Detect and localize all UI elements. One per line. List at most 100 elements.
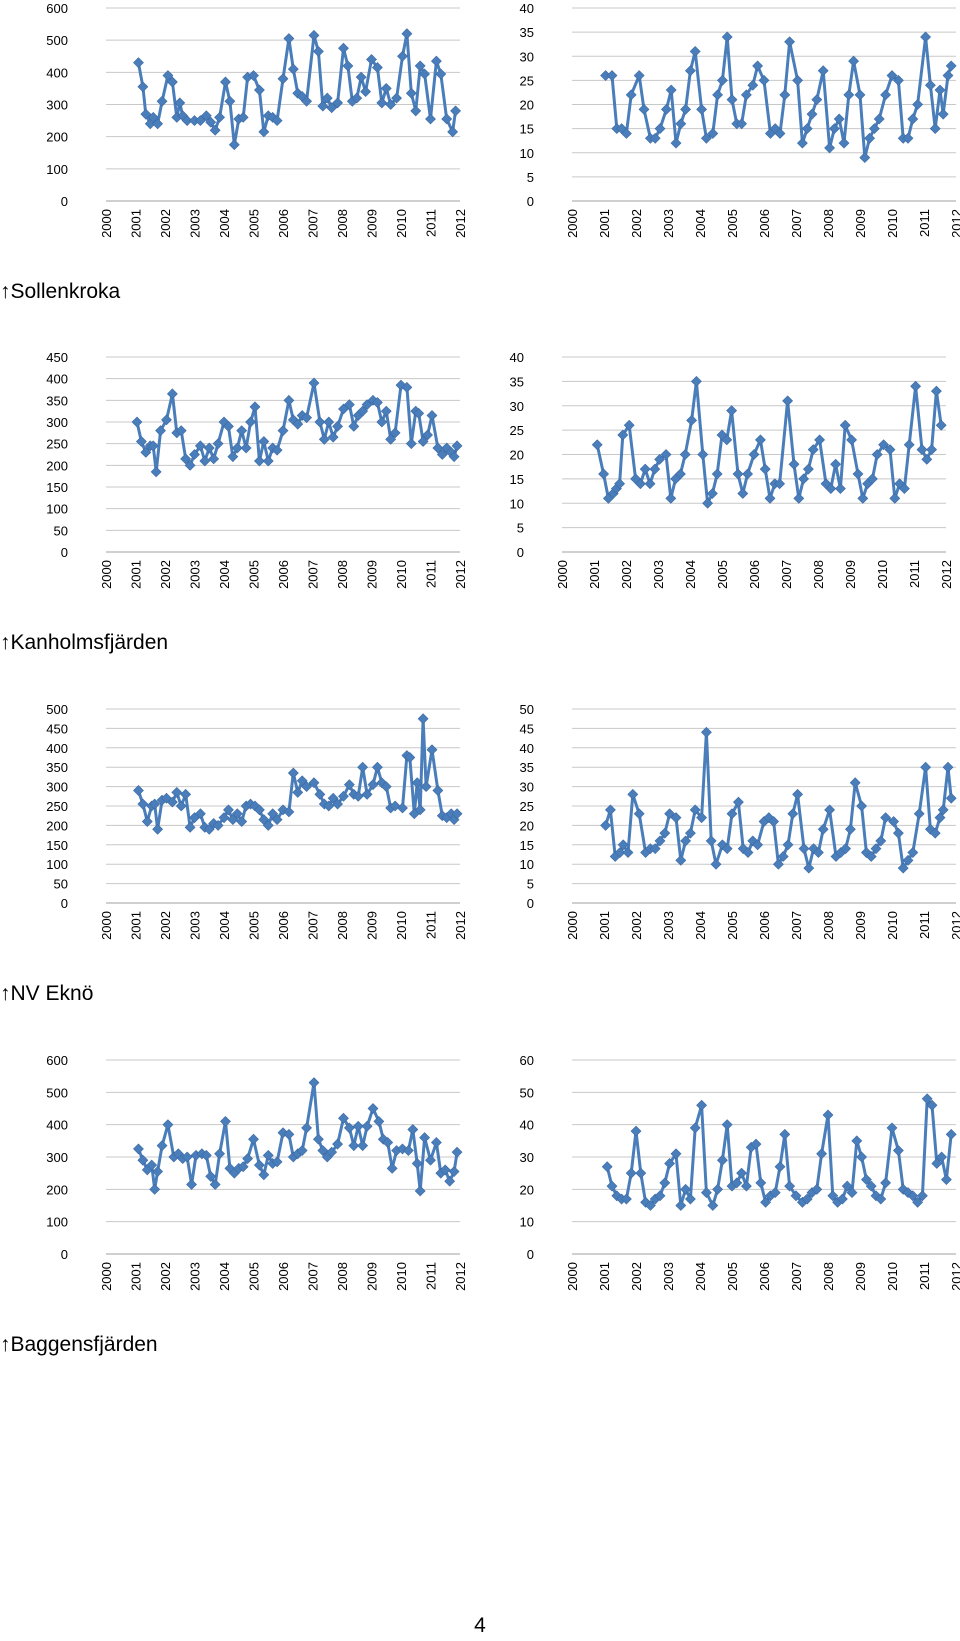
data-point (839, 419, 851, 431)
data-point (774, 128, 786, 139)
data-point (654, 453, 666, 465)
y-tick-label: 10 (510, 496, 524, 511)
data-point (816, 1148, 828, 1160)
y-tick-label: 20 (520, 818, 534, 833)
data-point (856, 800, 868, 812)
data-point (444, 1175, 456, 1187)
x-tick-label: 2006 (757, 911, 772, 940)
y-tick-label: 20 (510, 448, 524, 463)
data-point (830, 458, 842, 470)
data-point (258, 436, 270, 447)
data-point (352, 1120, 364, 1132)
data-point (902, 854, 914, 866)
data-point (133, 1143, 144, 1155)
data-point (750, 1138, 762, 1150)
x-tick-label: 2000 (99, 911, 114, 940)
data-point (435, 68, 447, 80)
data-point (806, 108, 818, 120)
x-tick-label: 2002 (158, 209, 173, 238)
data-point (451, 1146, 463, 1158)
data-point (338, 1112, 349, 1124)
data-point (414, 804, 426, 816)
data-point (194, 115, 206, 127)
data-point (748, 449, 760, 460)
data-point (184, 821, 196, 833)
data-point (162, 70, 174, 81)
data-point (726, 94, 738, 106)
data-point (639, 463, 651, 475)
y-tick-label: 15 (520, 838, 534, 853)
data-point (373, 1116, 385, 1127)
data-point (361, 788, 373, 800)
data-point (726, 405, 738, 417)
data-point (798, 843, 810, 855)
data-point (935, 419, 947, 431)
x-tick-label: 2007 (306, 1262, 321, 1291)
data-point (277, 425, 289, 437)
data-point (690, 375, 702, 387)
data-point (812, 847, 824, 858)
data-point (833, 113, 845, 125)
data-point (777, 851, 789, 862)
data-point (768, 816, 780, 827)
y-tick-label: 600 (46, 1053, 68, 1068)
data-point (851, 1135, 863, 1147)
y-tick-label: 25 (520, 73, 534, 88)
y-tick-label: 40 (520, 741, 534, 756)
data-point (854, 89, 866, 101)
y-tick-label: 250 (46, 437, 68, 452)
data-point (706, 488, 718, 499)
data-point (721, 1119, 733, 1131)
data-point (620, 1193, 632, 1205)
data-point (417, 713, 429, 725)
y-tick-label: 10 (520, 857, 534, 872)
x-tick-label: 2010 (394, 209, 409, 238)
data-point (326, 102, 338, 114)
data-point (679, 449, 691, 460)
data-point (740, 89, 752, 101)
y-tick-label: 0 (517, 545, 524, 560)
data-point (271, 1156, 283, 1168)
data-point (696, 1099, 708, 1111)
data-point (649, 843, 661, 855)
y-tick-label: 0 (527, 1247, 534, 1262)
data-point (598, 468, 610, 480)
data-point (892, 827, 904, 839)
data-point (133, 785, 144, 796)
x-tick-label: 2010 (394, 560, 409, 589)
data-point (220, 1116, 231, 1127)
x-tick-label: 2007 (306, 209, 321, 238)
data-point (414, 60, 426, 72)
data-point (194, 440, 206, 452)
data-point (654, 1190, 666, 1202)
data-point (419, 1132, 431, 1144)
data-point (702, 497, 714, 509)
data-point (902, 132, 914, 144)
data-point (936, 1151, 948, 1163)
x-tick-label: 2008 (821, 911, 836, 940)
data-point (934, 84, 946, 96)
data-point (769, 1187, 781, 1198)
data-point (921, 453, 933, 465)
data-point (348, 420, 360, 432)
data-point (439, 1164, 451, 1176)
data-point (907, 113, 919, 125)
y-tick-label: 25 (520, 799, 534, 814)
data-point (926, 1099, 938, 1111)
data-point (674, 468, 686, 480)
data-point (801, 123, 813, 135)
data-point (712, 1183, 724, 1195)
y-tick-label: 0 (61, 545, 68, 560)
data-point (332, 1138, 343, 1150)
data-point (150, 466, 162, 478)
x-tick-label: 2010 (885, 1262, 900, 1291)
x-tick-label: 2003 (661, 1262, 676, 1291)
data-point (601, 1161, 613, 1173)
x-tick-label: 2011 (917, 209, 932, 237)
data-point (141, 816, 153, 827)
data-point (670, 137, 682, 149)
y-tick-label: 200 (46, 818, 68, 833)
y-tick-label: 35 (520, 25, 534, 40)
data-point (937, 804, 949, 816)
